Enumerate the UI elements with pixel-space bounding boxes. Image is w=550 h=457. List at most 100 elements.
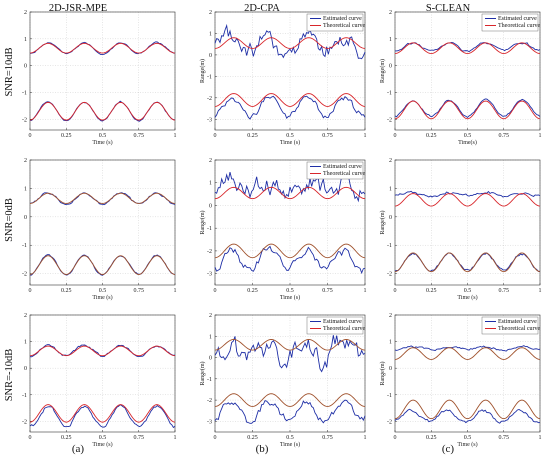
y-tick-label: -2 <box>387 419 392 425</box>
y-tick-label: -1 <box>207 226 212 232</box>
row-label: SNR=-10dB <box>4 349 15 402</box>
panel-label: (b) <box>256 443 269 455</box>
y-tick-label: 1 <box>209 181 212 187</box>
y-axis-label: Range(m) <box>199 362 206 386</box>
y-tick-label: 0 <box>389 64 392 70</box>
legend-entry: Theoretical curve <box>323 326 365 332</box>
series-line-estimated <box>214 399 366 424</box>
y-tick-label: 1 <box>389 186 392 192</box>
y-tick-label: 1 <box>24 186 27 192</box>
panel-label: (a) <box>72 443 85 455</box>
x-tick-label: 0.75 <box>322 133 333 139</box>
y-tick-label: -1 <box>387 90 392 96</box>
y-tick-label: -2 <box>207 249 212 255</box>
x-tick-label: 0.25 <box>61 435 72 441</box>
series-line-theoretical <box>29 101 176 121</box>
x-tick-label: 0.25 <box>426 288 437 294</box>
x-tick-label: 0.5 <box>286 133 294 139</box>
series-line-theoretical <box>394 42 541 55</box>
legend-entry: Estimated curve <box>323 16 362 22</box>
series-line-estimated <box>394 190 541 198</box>
y-tick-label: -1 <box>387 243 392 249</box>
x-tick-label: 0.5 <box>286 435 294 441</box>
y-tick-label: 0 <box>389 215 392 221</box>
y-tick-label: 1 <box>24 340 27 346</box>
y-tick-label: 1 <box>389 340 392 346</box>
legend-entry: Estimated curve <box>323 319 362 325</box>
x-axis-label: Time (s) <box>457 294 477 301</box>
x-tick-label: 0.25 <box>426 133 437 139</box>
column-title: 2D-JSR-MPE <box>49 3 107 14</box>
x-tick-label: 0.25 <box>61 288 72 294</box>
x-tick-label: 1 <box>174 133 177 139</box>
legend-entry: Theoretical curve <box>323 171 365 177</box>
y-tick-label: -2 <box>22 272 27 278</box>
y-tick-label: -1 <box>22 393 27 399</box>
series-line-theoretical <box>394 193 541 207</box>
x-tick-label: 1 <box>539 288 542 294</box>
x-tick-label: 0 <box>214 435 217 441</box>
y-tick-label: 0 <box>24 215 27 221</box>
y-tick-label: 0 <box>389 366 392 372</box>
series-line-theoretical <box>394 347 541 360</box>
y-tick-label: 2 <box>389 158 392 164</box>
legend-entry: Theoretical curve <box>498 23 540 29</box>
x-axis-label: Time (s) <box>92 139 112 146</box>
series-line-theoretical <box>29 404 176 423</box>
series-line-theoretical <box>394 399 541 420</box>
x-tick-label: 0.25 <box>61 133 72 139</box>
x-tick-label: 0 <box>29 435 32 441</box>
x-tick-label: 0 <box>394 435 397 441</box>
x-tick-label: 0.5 <box>464 288 472 294</box>
y-tick-label: -3 <box>207 419 212 425</box>
x-axis-label: Time (s) <box>280 441 300 448</box>
series-line-theoretical <box>214 93 366 107</box>
y-tick-label: 1 <box>209 334 212 340</box>
series-line-theoretical <box>214 37 366 49</box>
y-axis-label: Range(m) <box>379 59 386 83</box>
y-tick-label: -2 <box>22 117 27 123</box>
x-tick-label: 1 <box>174 288 177 294</box>
y-tick-label: 0 <box>209 203 212 209</box>
series-line-theoretical <box>29 42 176 54</box>
y-tick-label: 2 <box>209 313 212 319</box>
series-line-theoretical <box>394 100 541 120</box>
x-tick-label: 0.5 <box>286 288 294 294</box>
series-line-theoretical <box>29 192 176 204</box>
x-tick-label: 0.25 <box>247 288 258 294</box>
x-tick-label: 1 <box>364 133 367 139</box>
series-line-estimated <box>29 41 176 55</box>
x-axis-label: Time (s) <box>92 294 112 301</box>
series-line-estimated <box>214 335 366 373</box>
x-tick-label: 0 <box>214 133 217 139</box>
y-tick-label: -2 <box>207 96 212 102</box>
series-line-estimated <box>214 170 366 203</box>
x-tick-label: 0.5 <box>99 435 107 441</box>
column-title: S-CLEAN <box>426 3 471 14</box>
x-tick-label: 0.5 <box>99 133 107 139</box>
y-axis-label: Range(m) <box>379 211 386 235</box>
x-tick-label: 0.75 <box>322 288 333 294</box>
y-axis-label: Range(m) <box>199 211 206 235</box>
series-line-estimated <box>394 41 541 53</box>
y-tick-label: -3 <box>207 117 212 123</box>
x-tick-label: 0.5 <box>99 288 107 294</box>
y-axis-label: Range(m) <box>199 59 206 83</box>
x-tick-label: 0 <box>394 288 397 294</box>
x-axis-label: Time (s) <box>280 294 300 301</box>
x-axis-label: Time (s) <box>457 441 477 448</box>
x-tick-label: 1 <box>539 435 542 441</box>
y-tick-label: -1 <box>387 393 392 399</box>
x-tick-label: 1 <box>539 133 542 139</box>
x-axis-label: Time (s) <box>92 441 112 448</box>
x-tick-label: 0 <box>29 288 32 294</box>
series-line-theoretical <box>394 252 541 273</box>
x-tick-label: 1 <box>364 288 367 294</box>
y-tick-label: 2 <box>24 313 27 319</box>
y-tick-label: -2 <box>387 272 392 278</box>
x-tick-label: 0.75 <box>134 288 145 294</box>
x-tick-label: 0 <box>214 288 217 294</box>
series-line-estimated <box>394 408 541 424</box>
x-tick-label: 0.25 <box>247 133 258 139</box>
row-label: SNR=0dB <box>4 198 15 242</box>
